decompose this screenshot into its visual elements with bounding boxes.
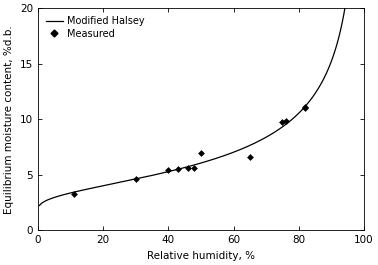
- Line: Modified Halsey: Modified Halsey: [39, 0, 363, 205]
- Measured: [165, 168, 171, 173]
- Modified Halsey: [180, 167, 184, 170]
- Modified Halsey: [259, 138, 263, 142]
- Measured: [302, 105, 308, 109]
- Modified Halsey: [295, 113, 299, 116]
- Measured: [71, 192, 77, 196]
- Y-axis label: Equilibrium moisture content, %d.b.: Equilibrium moisture content, %d.b.: [4, 25, 14, 214]
- Modified Halsey: [168, 170, 172, 173]
- Modified Halsey: [37, 204, 42, 207]
- Measured: [302, 106, 308, 110]
- Measured: [198, 151, 204, 155]
- Modified Halsey: [70, 191, 75, 194]
- Measured: [279, 120, 285, 124]
- Measured: [175, 167, 181, 171]
- Modified Halsey: [289, 118, 294, 122]
- Measured: [283, 119, 289, 123]
- Legend: Modified Halsey, Measured: Modified Halsey, Measured: [43, 13, 147, 42]
- Measured: [185, 166, 191, 170]
- Measured: [247, 155, 253, 159]
- Measured: [133, 177, 139, 182]
- Measured: [191, 166, 197, 170]
- X-axis label: Relative humidity, %: Relative humidity, %: [147, 251, 255, 261]
